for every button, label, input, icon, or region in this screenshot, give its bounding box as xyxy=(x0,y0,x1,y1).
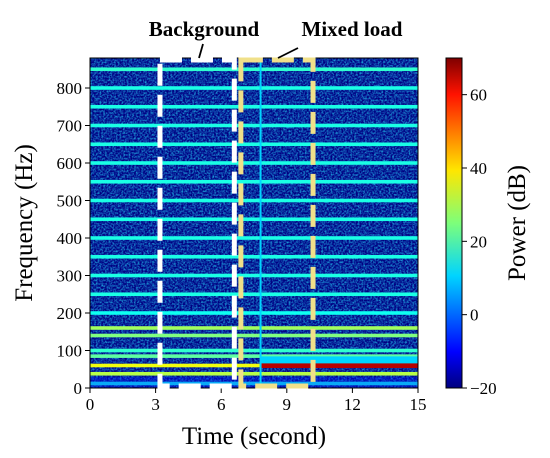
harmonic-line xyxy=(90,371,418,376)
x-tick-label: 9 xyxy=(283,395,292,414)
y-tick-label: 200 xyxy=(57,304,83,323)
annotations: Background Mixed load xyxy=(149,17,403,389)
x-tick-label: 0 xyxy=(86,395,95,414)
annotation-box xyxy=(238,57,316,389)
annotation-label-mixed-load: Mixed load xyxy=(302,17,403,41)
y-tick-label: 800 xyxy=(57,79,83,98)
y-tick-label: 600 xyxy=(57,154,83,173)
harmonic-line xyxy=(90,236,418,240)
transient-line xyxy=(259,58,262,388)
annotation-leader-background xyxy=(198,43,204,59)
x-tick-label: 15 xyxy=(410,395,427,414)
colorbar-label: Power (dB) xyxy=(504,165,531,281)
harmonic-line xyxy=(90,254,418,259)
annotation-leader-mixed-load xyxy=(277,47,299,59)
annotation-label-background: Background xyxy=(149,17,260,41)
harmonic-line xyxy=(90,292,418,297)
low-frequency-band xyxy=(90,376,418,388)
colorbar-tick-label: 60 xyxy=(470,86,487,105)
harmonic-line xyxy=(90,333,418,338)
y-tick-label: 100 xyxy=(57,342,83,361)
colorbar-tick-label: 0 xyxy=(470,306,479,325)
harmonic-line xyxy=(90,67,418,72)
load-event-line xyxy=(260,363,418,368)
colorbar: −20 0 20 40 60 Power (dB) xyxy=(445,57,531,398)
harmonic-line xyxy=(90,179,418,184)
x-tick-label: 12 xyxy=(344,395,361,414)
harmonic-line xyxy=(90,161,418,165)
y-tick-label: 400 xyxy=(57,229,83,248)
harmonic-line xyxy=(90,273,418,278)
spectrogram-noise xyxy=(90,58,418,388)
y-tick-label: 700 xyxy=(57,117,83,136)
harmonic-line xyxy=(90,104,418,109)
harmonic-line xyxy=(90,198,418,203)
y-tick-label: 0 xyxy=(74,379,83,398)
colorbar-tick-label: 20 xyxy=(470,232,487,251)
colorbar-tick-label: 40 xyxy=(470,159,487,178)
harmonic-line xyxy=(90,381,418,386)
harmonic-line xyxy=(90,354,418,358)
y-tick-label: 500 xyxy=(57,192,83,211)
annotation-box xyxy=(157,57,237,389)
harmonic-line xyxy=(90,348,418,353)
x-tick-label: 6 xyxy=(217,395,226,414)
harmonic-line xyxy=(90,123,418,128)
harmonic-line xyxy=(90,142,418,147)
harmonic-line xyxy=(90,311,418,315)
load-event-line xyxy=(260,356,418,364)
spectrogram-plot-area xyxy=(90,58,418,388)
colorbar-gradient xyxy=(445,57,463,389)
harmonic-line xyxy=(90,326,418,330)
harmonic-line xyxy=(90,217,418,222)
x-axis-label: Time (second) xyxy=(182,423,326,450)
colorbar-tick-label: −20 xyxy=(470,379,497,398)
harmonic-line xyxy=(90,86,418,90)
x-tick-label: 3 xyxy=(151,395,160,414)
axes: 0 3 6 9 12 15 0 100 200 300 400 500 600 700 800 Time (s… xyxy=(11,57,427,450)
harmonic-line xyxy=(90,363,418,368)
y-axis-label: Frequency (Hz) xyxy=(11,144,38,302)
y-tick-label: 300 xyxy=(57,267,83,286)
